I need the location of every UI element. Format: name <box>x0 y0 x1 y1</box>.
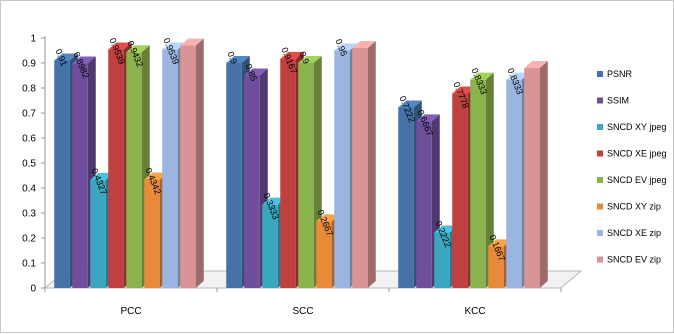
bar-top <box>262 197 286 205</box>
bar-top <box>524 61 548 68</box>
y-tick-label: 0.7 <box>22 109 36 120</box>
data-label: 0.9 <box>297 50 311 65</box>
bar <box>398 107 414 288</box>
bar <box>162 49 178 289</box>
bar <box>298 63 314 288</box>
bar <box>90 179 106 288</box>
bar-top <box>334 43 358 51</box>
legend-label: PSNR <box>607 69 633 79</box>
legend-swatch <box>597 230 603 236</box>
bar-side <box>367 41 376 288</box>
legend-swatch <box>597 177 603 183</box>
bar-top <box>144 172 168 180</box>
bar-side <box>485 72 494 288</box>
bar-top <box>298 56 322 63</box>
legend-label: SNCD XY zip <box>607 202 661 212</box>
legend-swatch <box>597 124 603 130</box>
y-tick-label: 0.1 <box>22 259 36 270</box>
bar <box>144 179 160 288</box>
bar <box>416 121 432 288</box>
bar <box>126 52 142 289</box>
bar-top <box>226 56 250 63</box>
bar <box>262 204 278 288</box>
bar <box>506 79 522 288</box>
bar-top <box>488 239 512 247</box>
bar <box>180 45 196 288</box>
bar <box>72 63 88 289</box>
bar-top <box>180 38 204 46</box>
bar-top <box>398 100 422 108</box>
data-label: 0.9 <box>225 50 239 65</box>
bar-top <box>352 41 376 48</box>
bar-top <box>162 42 186 50</box>
bar-side <box>539 61 548 288</box>
y-tick-label: 0.3 <box>22 209 36 220</box>
bar-top <box>108 42 132 50</box>
legend-swatch <box>597 97 603 104</box>
bar-top <box>72 56 96 64</box>
bar-top <box>54 53 78 61</box>
bar <box>352 48 368 288</box>
x-category-label: SCC <box>292 306 313 317</box>
legend-label: SSIM <box>607 96 629 106</box>
legend-swatch <box>597 203 603 210</box>
x-category-label: KCC <box>464 306 485 317</box>
legend-label: SNCD XE zip <box>607 228 661 238</box>
y-tick-label: 0.8 <box>22 84 36 95</box>
bar <box>452 93 468 288</box>
bar <box>524 68 540 288</box>
bar-top <box>244 68 268 76</box>
y-tick-label: 0.9 <box>22 59 36 70</box>
bar-top <box>434 225 458 233</box>
bar <box>316 221 332 288</box>
legend-label: SNCD EV jpeg <box>607 175 667 185</box>
y-tick-label: 0.4 <box>22 184 36 195</box>
legend-label: SNCD XY jpeg <box>607 122 666 132</box>
bar-top <box>416 114 440 122</box>
bar-top <box>280 51 304 59</box>
bar-side <box>195 38 204 288</box>
bar <box>434 232 450 288</box>
bar <box>488 246 504 288</box>
bar <box>280 58 296 289</box>
bar <box>108 49 124 289</box>
legend-label: SNCD EV zip <box>607 255 661 265</box>
y-tick-label: 0.2 <box>22 234 36 245</box>
bar-top <box>452 86 476 94</box>
x-category-label: PCC <box>120 306 141 317</box>
bar-top <box>126 45 150 53</box>
bar <box>334 50 350 288</box>
bar-top <box>470 72 494 80</box>
bar-top <box>316 214 340 222</box>
y-tick-label: 1 <box>30 34 36 45</box>
y-tick-label: 0.5 <box>22 159 36 170</box>
legend-swatch <box>597 71 603 77</box>
legend-swatch <box>597 150 603 157</box>
bar-top <box>506 72 530 80</box>
legend-swatch <box>597 256 603 263</box>
bar <box>226 63 242 288</box>
bar <box>470 79 486 288</box>
y-tick-label: 0 <box>30 284 36 295</box>
bar <box>54 60 70 288</box>
y-tick-label: 0.6 <box>22 134 36 145</box>
bar <box>244 75 260 288</box>
bar-top <box>90 172 114 180</box>
legend-label: SNCD XE jpeg <box>607 149 667 159</box>
